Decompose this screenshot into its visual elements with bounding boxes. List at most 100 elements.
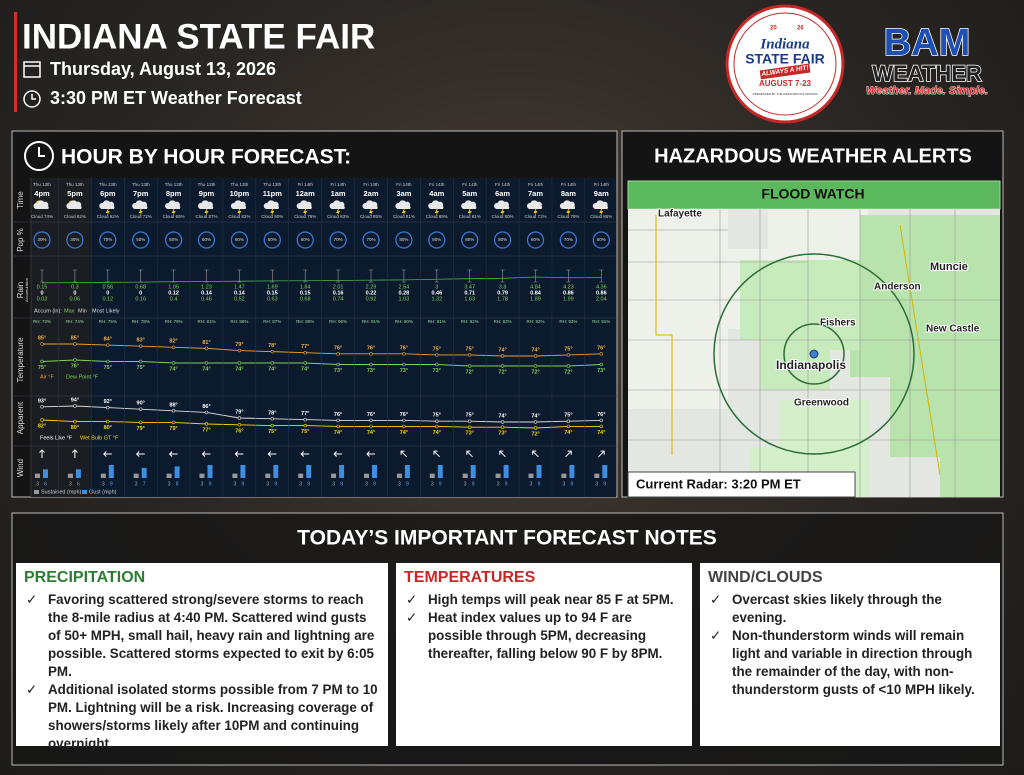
wind-label: 3 (530, 481, 533, 487)
cell-text: 70% (366, 237, 375, 242)
feels-point (369, 418, 373, 423)
cell-text: RH: 73% (33, 319, 51, 324)
accum-range (401, 269, 406, 283)
cell-text: Cloud 81% (393, 214, 415, 219)
row-label: Accumulation (24, 278, 29, 302)
feels-point (40, 405, 44, 409)
wind-label: 9 (373, 481, 376, 487)
note-column: PRECIPITATION Favoring scattered strong/s… (16, 563, 388, 751)
weather-icon (33, 200, 49, 209)
dew-label: 73° (597, 368, 605, 374)
cell-text: 1.84 (300, 284, 311, 290)
air-point (369, 352, 373, 356)
cell-text: 0.71 (464, 290, 475, 296)
wetbulb-label: 82° (38, 423, 46, 429)
air-point (237, 348, 242, 353)
dew-label: 72° (498, 369, 506, 375)
cell-text: Fri 14th (298, 182, 314, 187)
cell-text: RH: 79% (165, 319, 183, 324)
bolt (401, 209, 406, 216)
bolt (336, 209, 341, 216)
cell-text: RH: 92% (494, 319, 512, 324)
cloud (263, 200, 279, 209)
fair-logo: 20 26 Indiana STATE FAIR ALWAYS A HIT! A… (725, 4, 845, 124)
feels-point (303, 417, 307, 422)
cell-text: Fri 14th (462, 182, 478, 187)
feels-label: 90° (137, 401, 145, 407)
dew-label: 74° (268, 366, 276, 372)
wetbulb-label: 73° (498, 431, 506, 437)
weather-icon (99, 200, 115, 216)
air-label: 76° (400, 345, 408, 351)
wetbulb-label: 77° (202, 427, 210, 433)
air-label: 79° (235, 342, 243, 348)
weather-icon (592, 200, 608, 216)
wind-gust-bar (372, 465, 377, 478)
wetbulb-point (369, 424, 373, 429)
weather-icon (329, 200, 345, 216)
cell-text: Cloud 90% (261, 214, 283, 219)
cloud (559, 200, 576, 209)
wind-arrow (433, 450, 440, 458)
cell-text: 0.86 (596, 290, 607, 296)
cell-text: 0 (73, 290, 76, 296)
feels-label: 75° (466, 413, 474, 419)
cell-text: 7am (528, 189, 543, 198)
pop-ring (592, 231, 610, 249)
cell-text: 6am (495, 189, 510, 198)
cell-text: 0.46 (201, 296, 212, 302)
cell-text: 60% (268, 237, 277, 242)
cell-text: 0.46 (431, 290, 442, 296)
cell-text: RH: 92% (526, 319, 544, 324)
legend-swatch (34, 490, 39, 494)
wind-label: 9 (307, 481, 310, 487)
bolt (599, 209, 604, 216)
wind-gust-bar (207, 465, 213, 478)
wind-label: 9 (406, 481, 409, 487)
cell-text: 0.14 (234, 290, 246, 296)
cell-text: 5pm (67, 189, 83, 198)
air-label: 75° (433, 346, 441, 352)
cell-text: 2.04 (596, 296, 607, 302)
logo-year: 20 (770, 26, 777, 32)
wetbulb-label: 79° (137, 426, 145, 432)
weather-icon (263, 200, 279, 216)
cell-text: 1.69 (267, 284, 278, 290)
wetbulb-point (533, 426, 538, 430)
cloud (526, 200, 543, 209)
cell-text: 4am (429, 189, 444, 198)
bolt (138, 209, 143, 216)
air-point (435, 353, 439, 357)
cell-text: 2.54 (399, 284, 410, 290)
pop-ring (164, 231, 183, 249)
cell-text: Cloud 80% (492, 214, 514, 219)
accum-range (171, 269, 176, 283)
wetbulb-point (73, 419, 77, 424)
wind-arrow (598, 450, 605, 458)
feels-label: 76° (367, 412, 375, 418)
accum-range (105, 269, 110, 283)
row-label: Time (16, 191, 25, 209)
cloud (33, 200, 49, 209)
cell-text: 1.23 (201, 284, 212, 290)
cloud (428, 200, 444, 209)
wind-label: 3 (266, 481, 269, 487)
wetbulb-label: 72° (531, 431, 539, 437)
wind-gust-bar (339, 465, 345, 478)
cell-text: 0 (40, 290, 43, 296)
cell-text: 80% (432, 237, 441, 242)
dew-label: 72° (466, 369, 474, 375)
cell-text: 30% (70, 237, 79, 242)
feels-label: 86° (202, 404, 210, 410)
cell-text: Fri 14th (528, 182, 544, 187)
cell-text: 4pm (34, 189, 50, 198)
wind-sustained-bar (35, 473, 40, 478)
accum-range (303, 269, 308, 283)
air-label: 76° (334, 345, 342, 351)
logo-name: Indiana (759, 36, 810, 52)
legend-text: Max (64, 308, 75, 314)
cell-text: RH: 75% (99, 319, 117, 324)
wind-label: 9 (505, 481, 508, 487)
wetbulb-label: 79° (169, 426, 177, 432)
cell-text: Fri 14th (594, 182, 610, 187)
